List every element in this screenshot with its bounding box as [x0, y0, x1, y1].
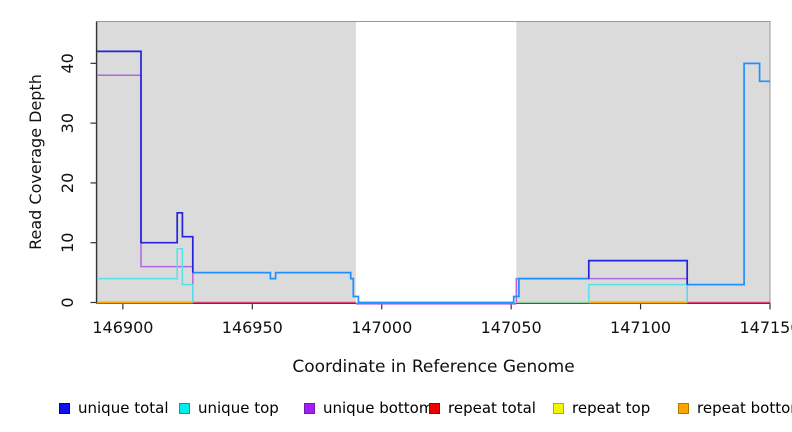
series-unique-total-line [587, 259, 689, 285]
y-axis-label: Read Coverage Depth [26, 74, 45, 250]
x-tick-label: 147050 [481, 318, 542, 337]
x-axis-label: Coordinate in Reference Genome [292, 357, 575, 377]
gap-region [355, 22, 517, 304]
series-unique-top-line [588, 283, 688, 303]
series-unique-bottom-line [97, 74, 194, 303]
x-tick-label: 146950 [222, 318, 283, 337]
series-unique-top-line [97, 247, 194, 303]
y-tick-label: 40 [58, 53, 77, 73]
series-unique-total-line [97, 50, 194, 273]
x-tick-label: 146900 [92, 318, 153, 337]
y-tick-label: 30 [58, 113, 77, 133]
y-tick-label: 0 [58, 297, 77, 307]
x-tick-label: 147000 [351, 318, 412, 337]
series-coverage-bright-blue-line [687, 62, 770, 286]
x-tick-label: 147100 [610, 318, 671, 337]
y-tick-label: 10 [58, 233, 77, 253]
series-coverage-bright-blue-line [192, 271, 589, 304]
y-tick-label: 20 [58, 173, 77, 193]
